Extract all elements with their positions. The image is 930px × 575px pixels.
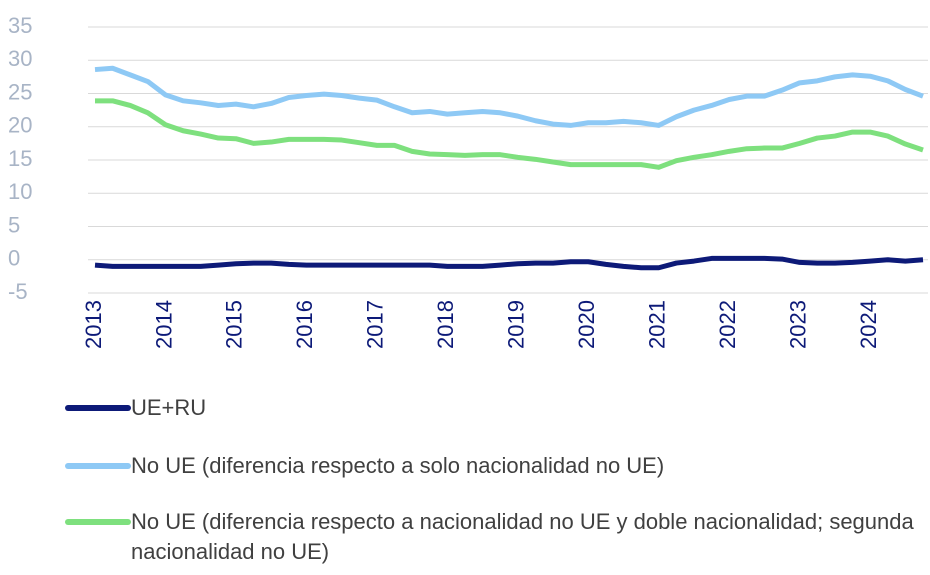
x-tick-label: 2020 <box>574 300 599 349</box>
x-tick-label: 2017 <box>363 300 388 349</box>
legend-swatch <box>65 405 131 411</box>
legend-item: No UE (diferencia respecto a solo nacion… <box>65 451 915 481</box>
y-tick-label: -5 <box>8 279 28 304</box>
chart: -5 0 5 10 15 20 25 30 35 2013 2014 2015 2016 2017 2018… <box>8 13 928 349</box>
legend-item: UE+RU <box>65 393 915 423</box>
series-line <box>94 255 924 271</box>
x-tick-label: 2014 <box>151 300 176 349</box>
y-tick-label: 10 <box>8 179 32 204</box>
y-tick-label: 15 <box>8 146 32 171</box>
y-tick-label: 0 <box>8 246 20 271</box>
legend-swatch <box>65 463 131 469</box>
legend-label: No UE (diferencia respecto a solo nacion… <box>131 453 665 478</box>
x-tick-label: 2013 <box>81 300 106 349</box>
y-tick-label: 20 <box>8 113 32 138</box>
x-tick-label: 2015 <box>222 300 247 349</box>
series-line <box>94 65 924 128</box>
y-tick-label: 5 <box>8 212 20 237</box>
legend-item: No UE (diferencia respecto a nacionalida… <box>65 507 915 567</box>
x-tick-label: 2023 <box>785 300 810 349</box>
y-tick-label: 35 <box>8 13 32 38</box>
legend-label: UE+RU <box>131 395 207 420</box>
x-tick-label: 2024 <box>856 300 881 349</box>
legend-label: No UE (diferencia respecto a nacionalida… <box>131 509 914 564</box>
y-tick-label: 25 <box>8 79 32 104</box>
x-tick-label: 2021 <box>645 300 670 349</box>
x-tick-label: 2022 <box>715 300 740 349</box>
x-tick-label: 2016 <box>292 300 317 349</box>
y-tick-label: 30 <box>8 46 32 71</box>
x-tick-label: 2018 <box>433 300 458 349</box>
series-line <box>95 98 924 170</box>
legend-swatch <box>65 519 131 525</box>
x-tick-label: 2019 <box>504 300 529 349</box>
